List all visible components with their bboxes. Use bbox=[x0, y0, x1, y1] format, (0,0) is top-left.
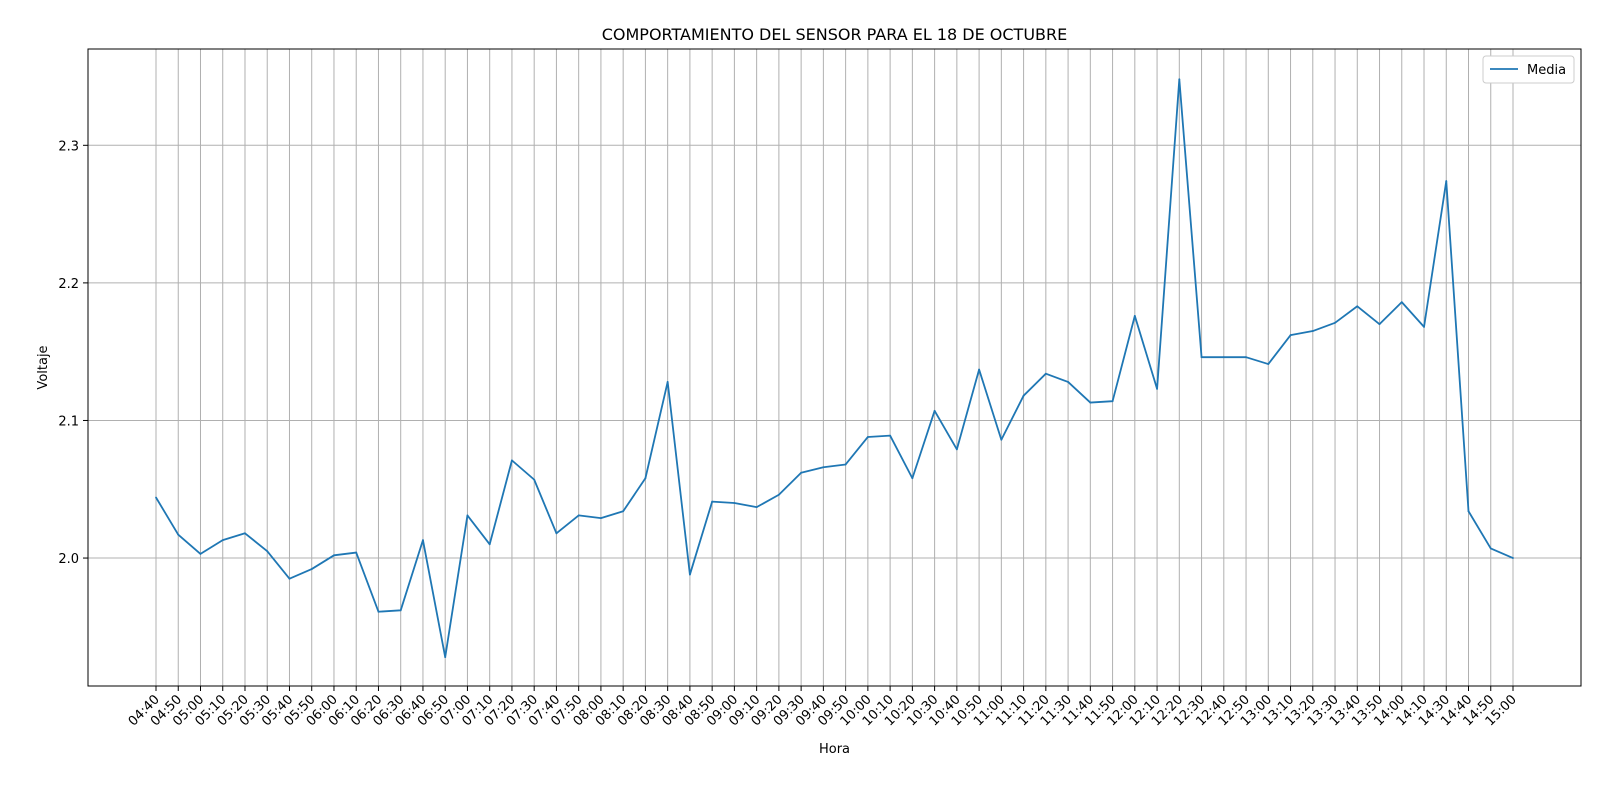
y-tick-label: 2.1 bbox=[58, 414, 79, 429]
data-point bbox=[221, 539, 224, 542]
data-point bbox=[488, 543, 491, 546]
legend-box bbox=[1482, 55, 1575, 84]
data-point bbox=[1245, 356, 1247, 359]
data-point bbox=[1400, 301, 1403, 304]
data-point bbox=[933, 409, 936, 412]
chart-title: COMPORTAMIENTO DEL SENSOR PARA EL 18 DE … bbox=[602, 25, 1068, 44]
series-layer bbox=[155, 78, 1514, 659]
legend-label-media: Media bbox=[1527, 63, 1566, 78]
data-point bbox=[822, 466, 825, 469]
data-point bbox=[1111, 400, 1114, 403]
data-point bbox=[155, 496, 157, 499]
data-point bbox=[622, 510, 625, 513]
data-point bbox=[955, 448, 958, 451]
data-point bbox=[1378, 323, 1381, 326]
data-point bbox=[733, 502, 736, 504]
data-point bbox=[978, 368, 980, 371]
data-point bbox=[399, 609, 402, 612]
data-point bbox=[333, 554, 335, 557]
data-point bbox=[1000, 438, 1003, 441]
data-point bbox=[310, 568, 313, 570]
data-point bbox=[1067, 381, 1069, 383]
data-point bbox=[444, 656, 447, 659]
y-axis-label: Voltaje bbox=[36, 345, 51, 389]
data-point bbox=[511, 459, 513, 462]
y-tick-label: 2.2 bbox=[58, 277, 79, 292]
data-point bbox=[1200, 356, 1203, 359]
data-point bbox=[1445, 180, 1448, 182]
data-point bbox=[755, 506, 758, 509]
data-point bbox=[177, 533, 180, 536]
y-tick-label: 2.0 bbox=[58, 552, 79, 567]
data-point bbox=[288, 577, 291, 580]
data-point bbox=[1089, 401, 1092, 404]
data-point bbox=[866, 436, 869, 438]
data-point bbox=[1489, 547, 1492, 550]
data-point bbox=[911, 477, 914, 480]
data-point bbox=[1356, 305, 1359, 308]
data-point bbox=[800, 471, 803, 474]
axes-frame bbox=[87, 48, 1582, 687]
data-point bbox=[1311, 330, 1314, 332]
grid bbox=[88, 49, 1581, 686]
y-axis-ticks: 2.0 2.1 2.2 2.3 bbox=[58, 139, 88, 567]
data-point bbox=[199, 553, 202, 555]
y-tick-label: 2.3 bbox=[58, 139, 79, 154]
data-point bbox=[355, 551, 358, 554]
data-point bbox=[1423, 326, 1425, 328]
data-point bbox=[466, 514, 469, 517]
data-point bbox=[711, 500, 714, 503]
data-point bbox=[1467, 510, 1470, 513]
data-point bbox=[244, 532, 246, 535]
data-point bbox=[1178, 78, 1181, 81]
data-point bbox=[1334, 321, 1336, 324]
data-point bbox=[577, 514, 580, 517]
data-point bbox=[1289, 334, 1292, 337]
data-point bbox=[644, 477, 647, 480]
data-point bbox=[533, 478, 536, 481]
data-point bbox=[600, 517, 602, 520]
data-point bbox=[555, 532, 558, 535]
data-point bbox=[666, 381, 669, 383]
data-point bbox=[689, 573, 691, 576]
data-point bbox=[1133, 315, 1136, 317]
data-point bbox=[266, 550, 269, 553]
data-point bbox=[1156, 387, 1158, 390]
data-point bbox=[777, 493, 780, 496]
series-line-media bbox=[155, 78, 1514, 659]
data-point bbox=[889, 434, 892, 437]
x-axis-label: Hora bbox=[819, 742, 850, 757]
data-point bbox=[1222, 356, 1225, 359]
data-point bbox=[844, 463, 847, 466]
data-point bbox=[422, 539, 424, 542]
data-point bbox=[377, 610, 380, 613]
data-point bbox=[1022, 394, 1025, 397]
data-point bbox=[1044, 372, 1047, 375]
x-axis-ticks: 04:4004:5005:0005:1005:2005:3005:4005:50… bbox=[126, 686, 1520, 729]
data-point bbox=[1512, 557, 1514, 559]
data-point bbox=[1267, 363, 1270, 365]
legend: Media bbox=[1482, 55, 1575, 84]
